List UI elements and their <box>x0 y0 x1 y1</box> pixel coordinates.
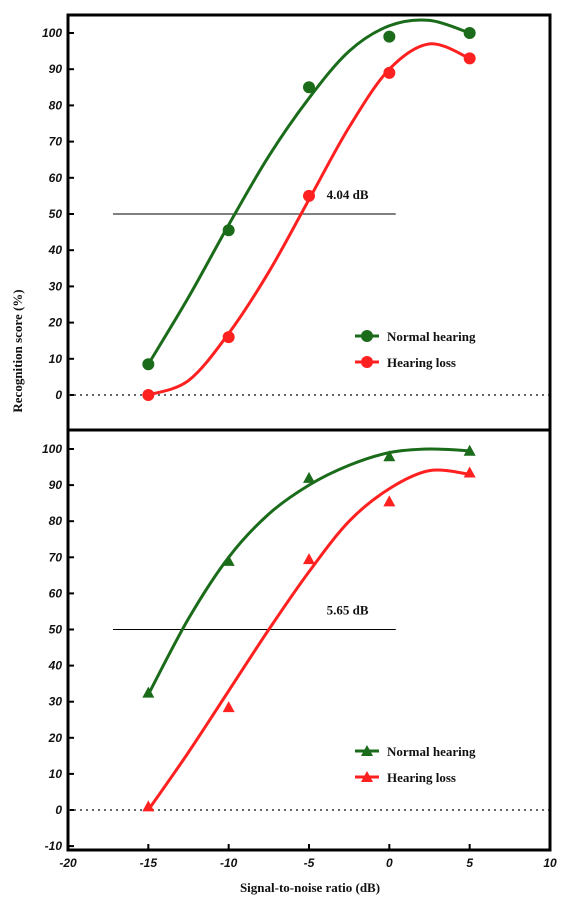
data-point-normal-hearing <box>222 224 235 237</box>
threshold-difference-label: 4.04 dB <box>327 187 369 202</box>
x-tick-label: 0 <box>386 856 393 870</box>
bottom-panel-frame <box>66 428 552 852</box>
y-tick-label: 100 <box>42 26 62 40</box>
y-tick-label: 70 <box>49 550 63 564</box>
data-point-normal-hearing <box>222 554 235 566</box>
y-tick-label: 70 <box>49 135 63 149</box>
fit-curve-hearing-loss <box>147 468 470 811</box>
x-tick-label: -15 <box>140 856 158 870</box>
top-panel: 0 10 20 30 40 50 60 70 80 90 100 4.04 dB Normal hear… <box>42 18 550 402</box>
data-point-normal-hearing <box>303 471 315 483</box>
fit-curve-normal-hearing <box>147 18 471 366</box>
plot-frame <box>66 13 552 852</box>
fit-curve-normal-hearing <box>147 447 470 696</box>
x-tick-label: -20 <box>59 856 77 870</box>
y-tick-label: 10 <box>49 767 63 781</box>
data-point-hearing-loss <box>222 331 235 344</box>
y-tick-label: 100 <box>42 442 62 456</box>
legend-marker <box>361 330 373 342</box>
y-tick-label: 30 <box>49 279 63 293</box>
data-point-hearing-loss <box>222 701 235 713</box>
data-point-normal-hearing <box>463 27 476 39</box>
x-tick-label: 10 <box>543 856 557 870</box>
data-point-hearing-loss <box>142 800 155 812</box>
y-tick-label: 20 <box>48 731 63 745</box>
y-tick-label: 90 <box>49 62 63 76</box>
y-tick-label: 40 <box>48 659 63 673</box>
data-point-normal-hearing <box>142 358 155 371</box>
y-tick-label: 50 <box>49 207 63 221</box>
legend-marker <box>361 771 373 782</box>
data-point-hearing-loss <box>303 553 315 565</box>
y-tick-label: 0 <box>55 803 62 817</box>
y-tick-label: 0 <box>55 388 62 402</box>
y-tick-label: 60 <box>49 586 63 600</box>
data-point-hearing-loss <box>463 466 476 478</box>
data-point-hearing-loss <box>142 389 155 401</box>
data-point-hearing-loss <box>463 52 476 65</box>
y-axis-label: Recognition score (%) <box>10 289 25 412</box>
y-tick-label: 60 <box>49 171 63 185</box>
data-point-normal-hearing <box>383 450 396 462</box>
data-point-normal-hearing <box>383 30 396 43</box>
y-tick-label: 80 <box>49 98 63 112</box>
data-point-normal-hearing <box>303 81 315 94</box>
top-panel-frame <box>66 13 552 432</box>
threshold-difference-label: 5.65 dB <box>327 603 369 618</box>
legend-marker <box>361 356 373 368</box>
y-tick-label: 90 <box>49 478 63 492</box>
y-tick-label: 20 <box>48 316 63 330</box>
y-tick-label: 80 <box>49 514 63 528</box>
legend-label: Normal hearing <box>387 329 476 344</box>
y-tick-label: 10 <box>49 352 63 366</box>
x-tick-label: 5 <box>466 856 473 870</box>
legend-label: Normal hearing <box>387 744 476 759</box>
legend-label: Hearing loss <box>387 355 456 370</box>
y-tick-label: 50 <box>49 623 63 637</box>
legend-marker <box>361 745 373 756</box>
y-tick-label: 30 <box>49 695 63 709</box>
data-point-normal-hearing <box>463 444 476 456</box>
data-point-hearing-loss <box>303 189 315 202</box>
x-tick-label: -10 <box>220 856 238 870</box>
x-axis-label: Signal-to-noise ratio (dB) <box>240 880 380 895</box>
y-tick-label: -10 <box>45 839 63 853</box>
data-point-normal-hearing <box>142 686 155 698</box>
x-tick-label: -5 <box>304 856 315 870</box>
y-tick-label: 40 <box>48 243 63 257</box>
data-point-hearing-loss <box>383 66 396 79</box>
legend-label: Hearing loss <box>387 770 456 785</box>
data-point-hearing-loss <box>383 495 396 507</box>
